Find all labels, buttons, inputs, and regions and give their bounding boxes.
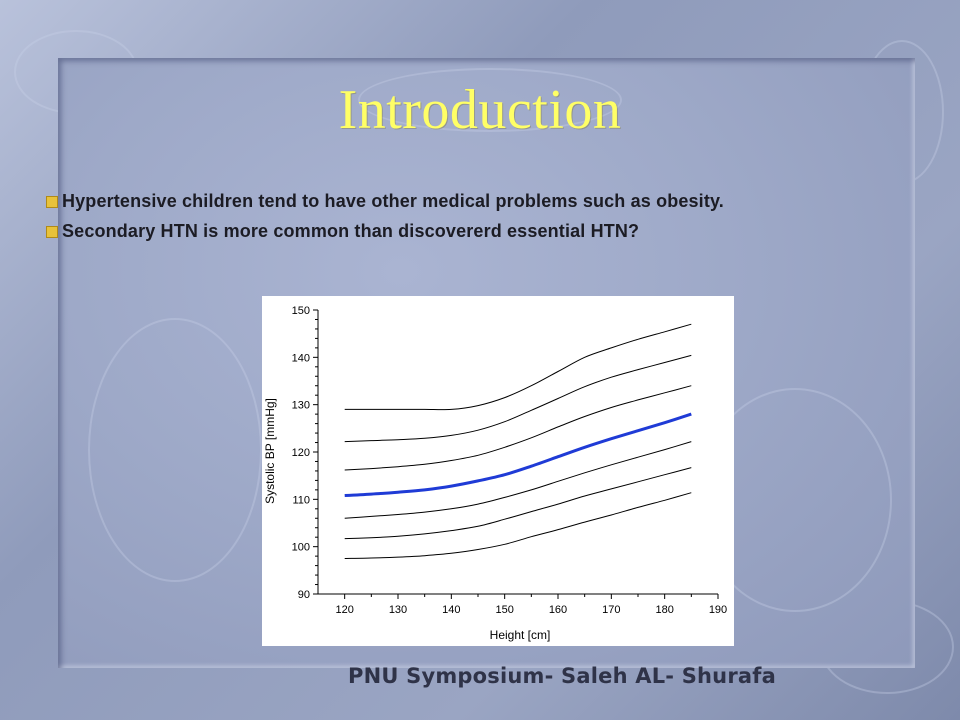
chart-series-layer [344, 323, 692, 559]
y-tick-label: 90 [298, 589, 310, 601]
x-tick-label: 160 [549, 604, 567, 616]
percentile-line [344, 492, 692, 559]
y-tick-label: 140 [292, 352, 310, 364]
x-tick-label: 170 [602, 604, 620, 616]
chart-panel: 90 100 110 120 130 140 150 120 130 140 150 160 170 18… [262, 296, 734, 646]
percentile-line [344, 467, 692, 540]
bullet-item: Secondary HTN is more common than discov… [46, 217, 724, 247]
x-axis-label: Height [cm] [490, 628, 551, 642]
bullet-text: Secondary HTN is more common than discov… [62, 221, 640, 241]
slide-title: Introduction [338, 79, 622, 141]
chart-axes: 90 100 110 120 130 140 150 120 130 140 150 160 170 18… [292, 305, 728, 616]
median-line [344, 412, 692, 497]
percentile-line [344, 441, 692, 519]
y-tick-label: 120 [292, 447, 310, 459]
footer-text: PNU Symposium- Saleh AL- Shurafa [348, 664, 776, 688]
bullet-item: Hypertensive children tend to have other… [46, 187, 724, 217]
x-tick-label: 150 [495, 604, 513, 616]
y-tick-label: 110 [292, 494, 310, 506]
x-tick-label: 180 [655, 604, 673, 616]
background-pattern [88, 318, 262, 582]
x-tick-label: 130 [389, 604, 407, 616]
x-tick-label: 120 [335, 604, 353, 616]
bullet-square-icon [46, 196, 58, 208]
percentile-line [344, 354, 692, 443]
bp-percentile-chart: 90 100 110 120 130 140 150 120 130 140 150 160 170 18… [263, 305, 728, 642]
y-tick-label: 100 [292, 542, 310, 554]
bullet-text: Hypertensive children tend to have other… [62, 191, 724, 211]
y-tick-label: 150 [292, 305, 310, 317]
bullet-square-icon [46, 226, 58, 238]
y-axis-label: Systolic BP [mmHg] [263, 398, 277, 504]
background-pattern [358, 68, 622, 132]
percentile-line [344, 385, 692, 471]
y-tick-label: 130 [292, 400, 310, 412]
x-tick-label: 140 [442, 604, 460, 616]
percentile-line [344, 323, 692, 411]
x-tick-label: 190 [709, 604, 727, 616]
bullet-list: Hypertensive children tend to have other… [46, 187, 724, 247]
